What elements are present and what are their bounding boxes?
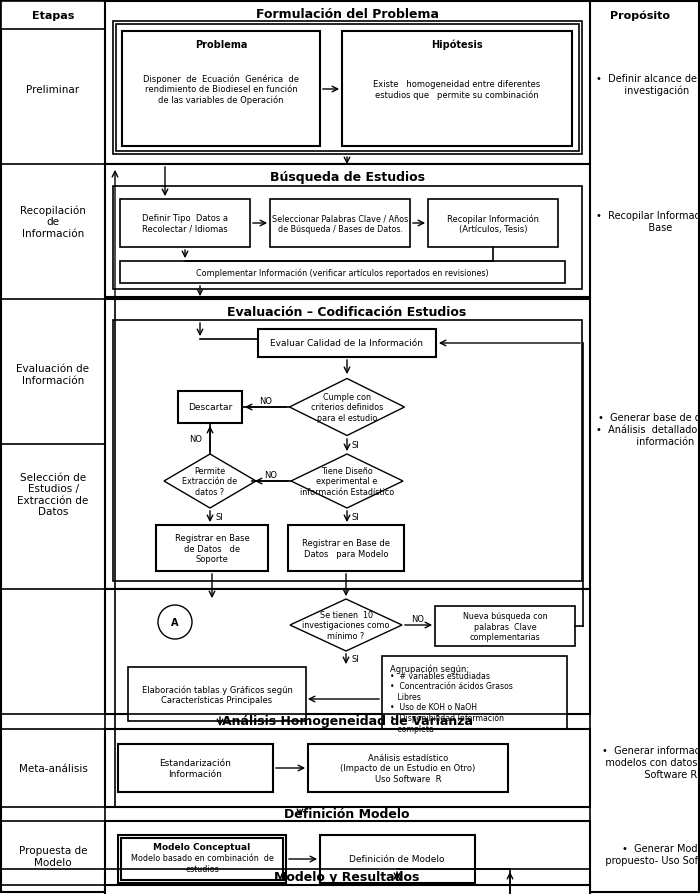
Text: Definición Modelo: Definición Modelo [284, 807, 410, 821]
Bar [105, 299, 590, 589]
Bar [120, 262, 565, 283]
Text: Nueva búsqueda con
palabras  Clave
complementarias: Nueva búsqueda con palabras Clave comple… [463, 611, 547, 641]
Text: Evaluación – Codificación Estudios: Evaluación – Codificación Estudios [228, 305, 467, 318]
Text: Tiene Diseño
experimental e
información Estadístico: Tiene Diseño experimental e información … [300, 467, 394, 496]
Text: NO: NO [412, 614, 424, 623]
Text: Existe   homogeneidad entre diferentes
estudios que   permite su combinación: Existe homogeneidad entre diferentes est… [373, 80, 540, 100]
Polygon shape [291, 454, 403, 509]
Bar [118, 744, 273, 792]
Bar [156, 526, 268, 571]
Text: •  Generar Modelo
   propuesto- Uso Software R.: • Generar Modelo propuesto- Uso Software… [596, 843, 700, 864]
Bar [113, 22, 582, 155]
Text: Modelo Conceptual: Modelo Conceptual [153, 842, 251, 852]
Text: Evaluación de
Información: Evaluación de Información [17, 364, 90, 385]
Text: Búsqueda de Estudios: Búsqueda de Estudios [270, 172, 424, 184]
Text: Modelo y Resultados: Modelo y Resultados [274, 871, 420, 883]
Text: SI: SI [352, 654, 360, 663]
Bar [120, 199, 250, 248]
Text: •  Definir alcance de la
   investigación: • Definir alcance de la investigación [596, 74, 700, 96]
Text: •  # variables estudiadas
•  Concentración ácidos Grasos
   Libres
•  Uso de KOH: • # variables estudiadas • Concentración… [390, 671, 513, 733]
Bar [342, 32, 572, 147]
Text: Propuesta de
Modelo: Propuesta de Modelo [19, 845, 88, 867]
Bar [105, 821, 590, 891]
Bar [118, 835, 286, 883]
Bar [122, 32, 320, 147]
Text: Formulación del Problema: Formulación del Problema [256, 7, 438, 21]
Text: NO: NO [260, 396, 272, 405]
Text: Estandarización
Información: Estandarización Información [159, 758, 231, 778]
Text: Evaluar Calidad de la Información: Evaluar Calidad de la Información [270, 339, 424, 348]
Bar [121, 838, 283, 880]
Polygon shape [290, 599, 402, 651]
Text: Problema: Problema [195, 40, 247, 50]
Text: Registrar en Base
de Datos   de
Soporte: Registrar en Base de Datos de Soporte [174, 534, 249, 563]
Text: Análisis estadístico
(Impacto de un Estudio en Otro)
Uso Software  R: Análisis estadístico (Impacto de un Estu… [340, 754, 475, 783]
Bar [258, 330, 436, 358]
Bar [105, 730, 590, 807]
Bar [105, 589, 590, 714]
Text: Meta-análisis: Meta-análisis [19, 763, 88, 773]
Bar [105, 164, 590, 298]
Bar [105, 885, 590, 894]
Bar [270, 199, 410, 248]
Text: •  Recopilar Información
   Base: • Recopilar Información Base [596, 211, 700, 232]
Text: SI: SI [352, 441, 360, 450]
Text: Agrupación según:: Agrupación según: [390, 663, 469, 673]
Bar [113, 187, 582, 290]
Text: Definir Tipo  Datos a
Recolectar / Idiomas: Definir Tipo Datos a Recolectar / Idioma… [142, 214, 228, 233]
Bar [435, 606, 575, 646]
Text: Hipótesis: Hipótesis [431, 39, 483, 50]
Bar [128, 667, 306, 721]
Bar [382, 656, 567, 744]
Text: Registrar en Base de
Datos   para Modelo: Registrar en Base de Datos para Modelo [302, 539, 390, 558]
Bar [288, 526, 404, 571]
Bar [320, 835, 475, 883]
Text: Disponer  de  Ecuación  Genérica  de
rendimiento de Biodiesel en función
de las : Disponer de Ecuación Genérica de rendimi… [143, 74, 299, 105]
Text: Permite
Extracción de
datos ?: Permite Extracción de datos ? [183, 467, 237, 496]
Text: Se tienen  10
investigaciones como
mínimo ?: Se tienen 10 investigaciones como mínimo… [302, 611, 390, 640]
Text: Preliminar: Preliminar [27, 85, 80, 95]
Text: Modelo basado en combinación  de
estudios: Modelo basado en combinación de estudios [131, 854, 274, 873]
Circle shape [158, 605, 192, 639]
Text: Recopilar Información
(Artículos, Tesis): Recopilar Información (Artículos, Tesis) [447, 214, 539, 233]
Bar [113, 321, 582, 581]
Text: Seleccionar Palabras Clave / Años
de Búsqueda / Bases de Datos.: Seleccionar Palabras Clave / Años de Bús… [272, 214, 408, 233]
Polygon shape [164, 454, 256, 509]
Text: Descartar: Descartar [188, 403, 232, 412]
Text: A: A [172, 618, 178, 628]
Text: Selección de
Estudios /
Extracción de
Datos: Selección de Estudios / Extracción de Da… [18, 472, 89, 517]
Bar [428, 199, 558, 248]
Text: Propósito: Propósito [610, 11, 670, 21]
Text: NO: NO [265, 470, 277, 479]
Polygon shape [290, 379, 405, 436]
Text: SI: SI [216, 512, 224, 521]
Bar [105, 2, 590, 164]
Text: Etapas: Etapas [32, 11, 74, 21]
Bar [116, 25, 579, 152]
Bar [178, 392, 242, 424]
Text: SI: SI [352, 512, 360, 521]
Text: Recopilación
de
Información: Recopilación de Información [20, 205, 86, 239]
Text: Definición de Modelo: Definición de Modelo [349, 855, 444, 864]
Text: Complementar Información (verificar artículos reportados en revisiones): Complementar Información (verificar artí… [196, 268, 489, 277]
Text: •  Generar información de
   modelos con datos reales -
   Software R: • Generar información de modelos con dat… [596, 746, 700, 779]
Bar [1, 2, 105, 30]
Text: Cumple con
criterios definidos
para el estudio: Cumple con criterios definidos para el e… [311, 392, 383, 423]
Text: •  Generar base de datos
•  Análisis  detallado de la
   información: • Generar base de datos • Análisis detal… [596, 413, 700, 446]
Text: Análisis Homogeneidad de Varianza: Análisis Homogeneidad de Varianza [221, 714, 472, 728]
Text: NO: NO [189, 434, 202, 443]
Text: Elaboración tablas y Gráficos según
Características Principales: Elaboración tablas y Gráficos según Cara… [141, 684, 293, 704]
Bar [308, 744, 508, 792]
